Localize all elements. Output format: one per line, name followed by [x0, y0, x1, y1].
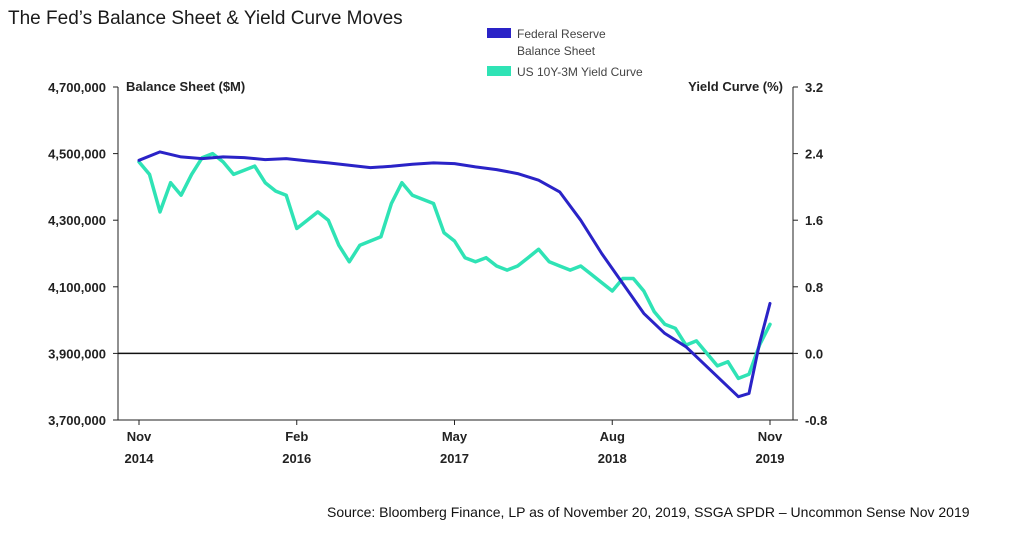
right-tick-label: 0.0: [805, 346, 823, 361]
chart: Federal Reserve Balance Sheet US 10Y-3M Yi…: [48, 27, 827, 466]
right-tick-label: 0.8: [805, 280, 823, 295]
axes: 3,700,000 3,900,000 4,100,000 4,300,000 4,50…: [48, 79, 827, 466]
x-tick-label-year: 2016: [282, 451, 311, 466]
x-tick-label-year: 2019: [756, 451, 785, 466]
x-tick-label-month: May: [442, 429, 468, 444]
left-tick-label: 4,700,000: [48, 80, 106, 95]
source-note: Source: Bloomberg Finance, LP as of Nove…: [327, 504, 970, 520]
x-tick-label-year: 2014: [125, 451, 155, 466]
x-tick-label-month: Nov: [758, 429, 783, 444]
right-tick-label: -0.8: [805, 413, 827, 428]
legend: Federal Reserve Balance Sheet US 10Y-3M Yi…: [487, 27, 643, 79]
x-tick-label-month: Aug: [600, 429, 625, 444]
left-tick-label: 4,300,000: [48, 213, 106, 228]
legend-swatch-fed: [487, 28, 511, 38]
left-tick-label: 3,700,000: [48, 413, 106, 428]
legend-label-fed: Balance Sheet: [517, 44, 596, 58]
legend-label-fed: Federal Reserve: [517, 27, 606, 41]
x-tick-label-month: Nov: [127, 429, 152, 444]
series-line-yield-curve: [137, 151, 772, 381]
right-tick-label: 3.2: [805, 80, 823, 95]
right-tick-label: 1.6: [805, 213, 823, 228]
left-tick-label: 4,100,000: [48, 280, 106, 295]
page-title: The Fed’s Balance Sheet & Yield Curve Mo…: [8, 8, 403, 29]
left-tick-label: 4,500,000: [48, 147, 106, 162]
x-tick-label-month: Feb: [285, 429, 308, 444]
legend-label-yield: US 10Y-3M Yield Curve: [517, 65, 643, 79]
series-layer: [137, 150, 772, 399]
left-tick-label: 3,900,000: [48, 346, 106, 361]
right-tick-label: 2.4: [805, 147, 824, 162]
series-line-fed-balance-sheet: [137, 150, 772, 399]
right-axis-title: Yield Curve (%): [688, 79, 783, 94]
left-axis-title: Balance Sheet ($M): [126, 79, 245, 94]
x-tick-label-year: 2018: [598, 451, 627, 466]
legend-swatch-yield: [487, 66, 511, 76]
x-tick-label-year: 2017: [440, 451, 469, 466]
